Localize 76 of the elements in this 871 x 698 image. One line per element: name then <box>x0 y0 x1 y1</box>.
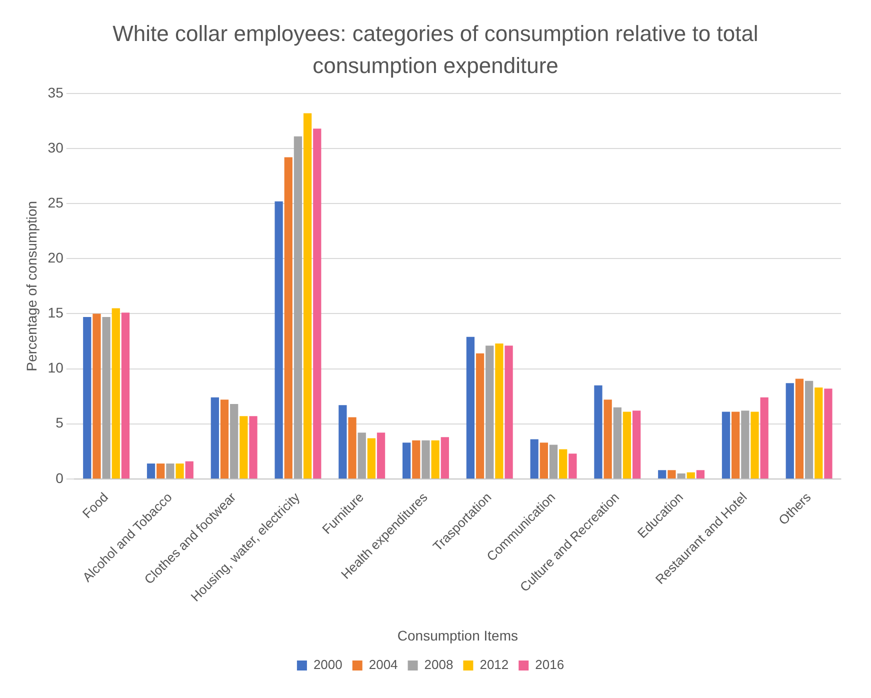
bar <box>422 440 430 478</box>
bar <box>504 346 513 478</box>
bar <box>440 437 449 478</box>
bar <box>185 461 194 478</box>
bar <box>549 444 558 478</box>
y-tick-label: 15 <box>48 304 64 321</box>
bar <box>402 442 411 478</box>
bar <box>376 432 386 478</box>
bar <box>431 440 440 478</box>
bar <box>741 410 750 478</box>
bar <box>249 416 258 478</box>
legend-label: 2012 <box>480 657 509 672</box>
bar <box>303 113 312 478</box>
y-tick-label: 10 <box>48 360 64 376</box>
bar <box>220 400 229 478</box>
bar <box>696 470 705 478</box>
y-tick-label: 35 <box>48 84 64 100</box>
bar <box>786 383 794 478</box>
legend-label: 2000 <box>313 657 342 672</box>
bar <box>814 388 823 478</box>
bar <box>568 454 577 478</box>
x-axis-title: Consumption Items <box>397 627 518 644</box>
bar <box>613 407 622 478</box>
bar <box>284 157 292 478</box>
y-axis-title: Percentage of consumption <box>23 200 40 372</box>
bar <box>83 317 92 478</box>
bar <box>274 201 283 478</box>
bar <box>559 449 568 478</box>
bar <box>112 308 120 478</box>
bar <box>230 404 238 478</box>
bar <box>121 312 130 478</box>
bar <box>677 473 686 478</box>
bar <box>540 442 548 478</box>
bar <box>176 464 184 478</box>
bar <box>824 388 832 478</box>
bar <box>622 412 632 478</box>
bar <box>795 378 804 478</box>
y-tick-label: 20 <box>48 249 64 266</box>
bar <box>668 470 676 478</box>
bar <box>686 472 695 478</box>
bar <box>240 416 248 478</box>
bar <box>294 136 302 478</box>
bar <box>658 470 666 478</box>
legend-label: 2008 <box>424 657 454 672</box>
bar <box>594 385 602 478</box>
bar <box>486 346 494 478</box>
bar <box>632 410 641 478</box>
bar <box>92 314 101 478</box>
bar <box>156 464 165 478</box>
bar <box>367 438 376 478</box>
y-tick-label: 25 <box>48 194 64 210</box>
bar <box>466 336 475 478</box>
bar <box>530 439 538 478</box>
bar <box>102 317 110 478</box>
y-tick-label: 30 <box>48 139 64 156</box>
chart-title: White collar employees: categories of consumption relative to total consumption expenditure <box>112 20 760 80</box>
bar <box>760 397 768 478</box>
bar <box>804 380 814 478</box>
legend-label: 2016 <box>535 657 564 672</box>
bar <box>146 464 156 478</box>
bar <box>358 432 366 478</box>
bar <box>338 405 347 478</box>
bar <box>348 417 356 478</box>
bar <box>604 400 612 478</box>
bar <box>750 412 759 478</box>
legend-label: 2004 <box>368 657 398 672</box>
bar <box>166 464 174 478</box>
bar <box>210 397 219 478</box>
bar <box>412 440 420 478</box>
bar <box>313 128 322 478</box>
y-tick-label: 5 <box>56 414 64 431</box>
bar <box>476 353 484 478</box>
bar <box>722 412 730 478</box>
bar <box>495 343 504 478</box>
bar <box>732 412 740 478</box>
y-tick-label: 0 <box>56 470 64 486</box>
